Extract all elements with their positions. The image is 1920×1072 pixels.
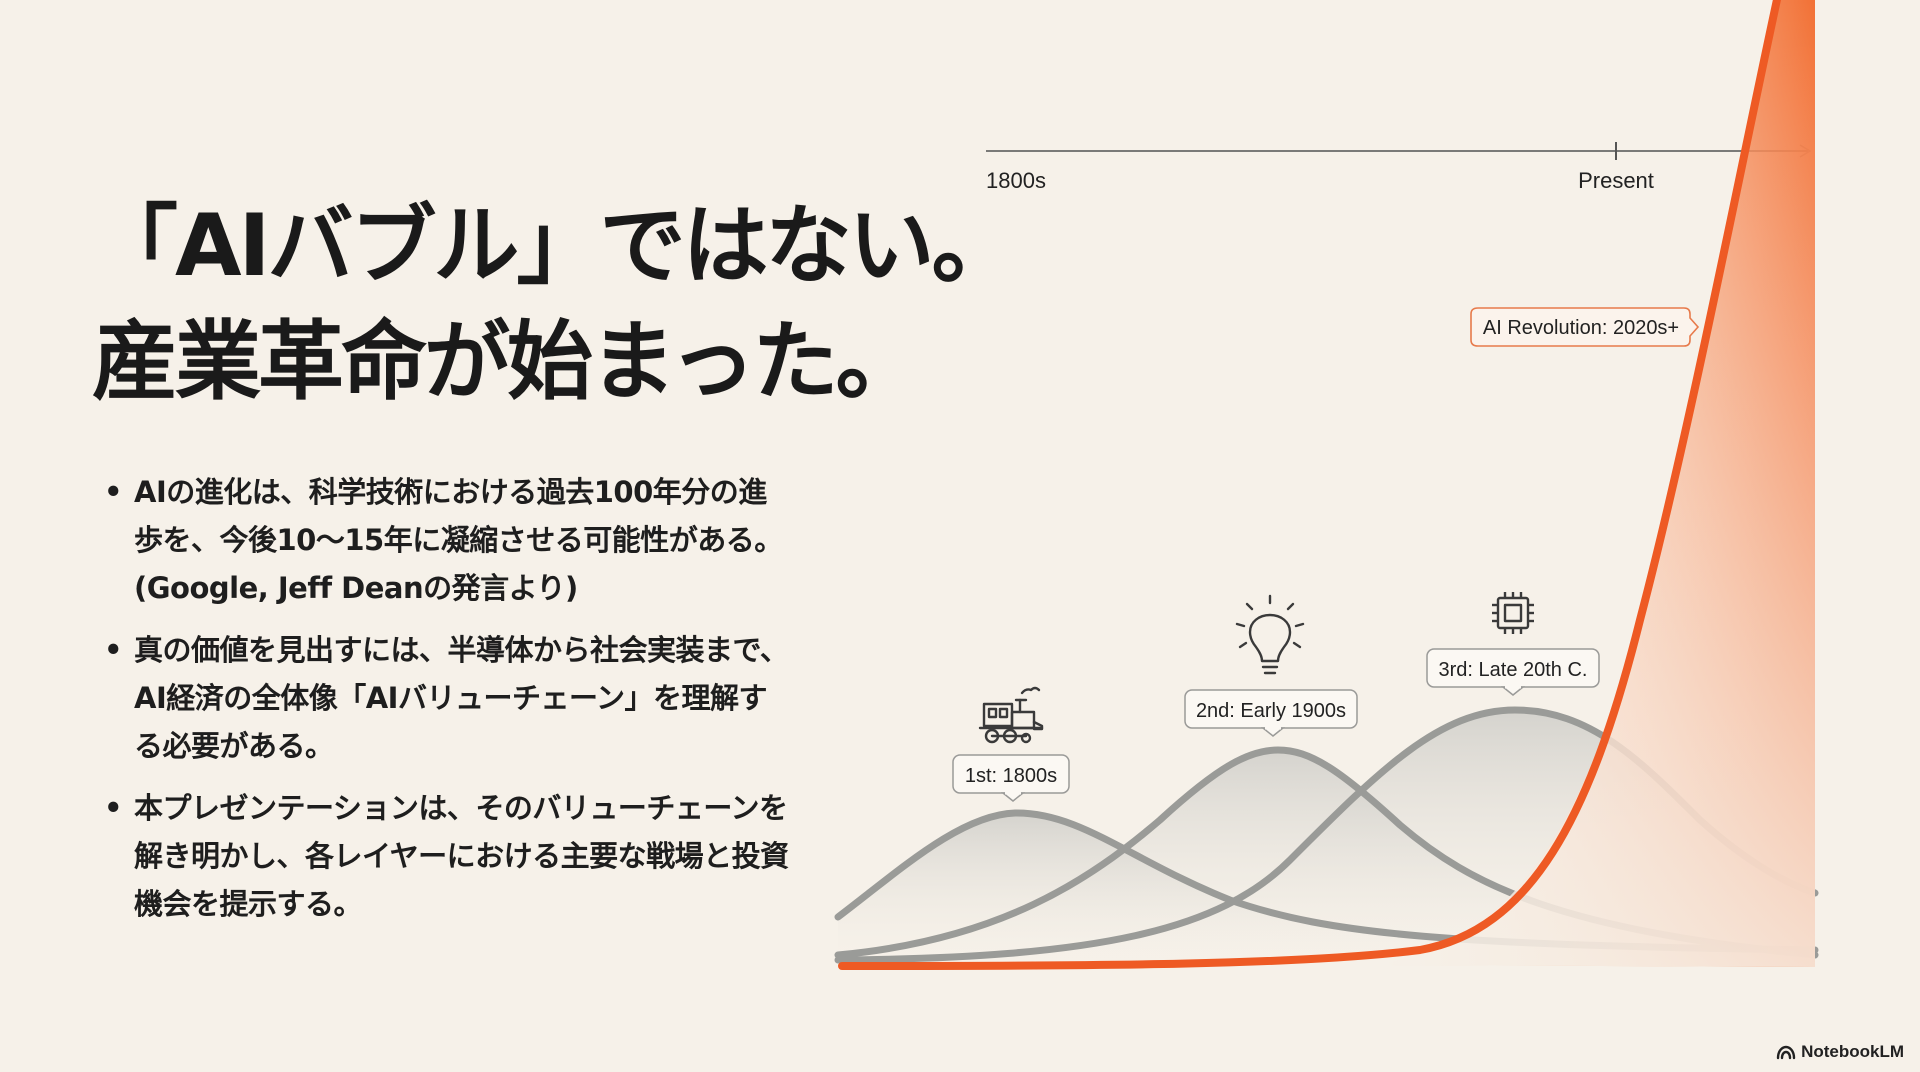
- bullet-dot-icon: •: [104, 791, 123, 825]
- label-text: 3rd: Late 20th C.: [1439, 659, 1588, 681]
- label-text: 2nd: Early 1900s: [1196, 700, 1346, 722]
- ai-curve-fill-fade: [1380, 0, 1815, 967]
- bullet-item: • 真の価値を見出すには、半導体から社会実装まで、AI経済の全体像「AIバリュー…: [100, 626, 800, 770]
- bullet-dot-icon: •: [104, 475, 123, 509]
- train-icon: [978, 686, 1044, 744]
- ai-label-text: AI Revolution: 2020s+: [1483, 317, 1679, 339]
- bullet-item: • AIの進化は、科学技術における過去100年分の進歩を、今後10〜15年に凝縮…: [100, 468, 800, 612]
- ai-label-box: [1470, 307, 1700, 347]
- bullet-item: • 本プレゼンテーションは、そのバリューチェーンを解き明かし、各レイヤーにおける…: [100, 784, 800, 928]
- label-3rd-revolution: 3rd: Late 20th C.: [1426, 648, 1600, 696]
- timeline-start-label: 1800s: [986, 168, 1046, 193]
- bullet-dot-icon: •: [104, 633, 123, 667]
- notebooklm-logo-icon: [1776, 1045, 1796, 1060]
- page-title: 「AIバブル」ではない。 産業革命が始まった。: [92, 188, 1018, 420]
- bullet-text: 真の価値を見出すには、半導体から社会実装まで、AI経済の全体像「AIバリューチェ…: [134, 633, 789, 763]
- title-line-1: 「AIバブル」ではない。: [92, 196, 1018, 296]
- lightbulb-icon: [1235, 594, 1305, 675]
- bullet-text: 本プレゼンテーションは、そのバリューチェーンを解き明かし、各レイヤーにおける主要…: [134, 791, 789, 921]
- label-2nd-revolution: 2nd: Early 1900s: [1184, 689, 1358, 737]
- label-1st-revolution: 1st: 1800s: [952, 754, 1070, 802]
- label-text: 1st: 1800s: [965, 765, 1057, 787]
- timeline-axis: 1800s Present: [986, 142, 1812, 193]
- ai-curve-line: [838, 0, 1782, 970]
- brand-watermark: NotebookLM: [1776, 1042, 1904, 1062]
- brand-name: NotebookLM: [1801, 1042, 1904, 1061]
- ai-revolution-curve: [838, 0, 1815, 970]
- microchip-icon: [1492, 592, 1534, 634]
- bullet-list: • AIの進化は、科学技術における過去100年分の進歩を、今後10〜15年に凝縮…: [100, 468, 800, 942]
- label-ai-revolution: AI Revolution: 2020s+: [1470, 307, 1700, 347]
- timeline-present-label: Present: [1578, 168, 1654, 193]
- title-line-2: 産業革命が始まった。: [92, 312, 922, 412]
- bullet-text: AIの進化は、科学技術における過去100年分の進歩を、今後10〜15年に凝縮させ…: [134, 475, 783, 605]
